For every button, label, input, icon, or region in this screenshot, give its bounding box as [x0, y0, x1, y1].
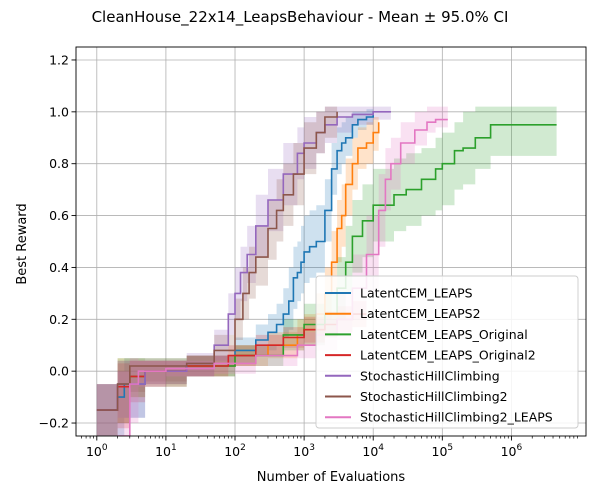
x-tick-base: 10	[432, 444, 448, 459]
x-tick-base: 10	[86, 444, 102, 459]
y-tick-label: 1.0	[49, 104, 69, 119]
x-tick-base: 10	[293, 444, 309, 459]
legend: LatentCEM_LEAPS LatentCEM_LEAPS2 LatentCEM…	[315, 275, 579, 429]
x-tick-label: 100	[86, 443, 108, 459]
x-tick-exponent: 2	[240, 443, 246, 453]
series-line-latentcem-leaps-original	[117, 124, 557, 385]
y-tick-label: −0.2	[39, 416, 69, 431]
y-axis-label: Best Reward	[15, 203, 30, 284]
x-tick-label: 102	[224, 443, 246, 459]
legend-label: LatentCEM_LEAPS	[360, 286, 473, 301]
x-tick-label: 104	[362, 443, 384, 459]
x-tick-base: 10	[224, 444, 240, 459]
series-line-stochastichillclimbing2	[96, 111, 338, 411]
plot-frame	[75, 46, 587, 437]
x-tick-exponent: 0	[102, 443, 108, 453]
ci-band-stochastichillclimbing2	[96, 106, 338, 436]
y-tick-label: 1.2	[49, 52, 69, 67]
y-tick-label: 0.6	[49, 208, 69, 223]
ci-band-stochastichillclimbing	[96, 106, 391, 436]
ci-band-latentcem-leaps-original	[117, 106, 557, 423]
legend-box	[315, 275, 579, 429]
x-axis-label: Number of Evaluations	[257, 470, 406, 485]
x-tick-base: 10	[501, 444, 517, 459]
x-tick-exponent: 5	[447, 443, 453, 453]
x-tick-base: 10	[155, 444, 171, 459]
x-tick-exponent: 3	[309, 443, 315, 453]
x-tick-label: 106	[501, 443, 523, 459]
x-tick-exponent: 6	[517, 443, 523, 453]
legend-label: StochasticHillClimbing	[360, 368, 500, 383]
y-tick-label: 0.0	[49, 364, 69, 379]
y-tick-label: 0.8	[49, 156, 69, 171]
chart-title: CleanHouse_22x14_LeapsBehaviour - Mean ±…	[92, 8, 509, 27]
x-axis-ticks: 100 101 102 103 104 105 106	[81, 436, 578, 459]
legend-label: LatentCEM_LEAPS2	[360, 306, 481, 321]
y-tick-label: 0.2	[49, 312, 69, 327]
y-axis-ticks: −0.2 0.0 0.2 0.4 0.6 0.8 1.0 1.2	[39, 52, 76, 431]
x-tick-base: 10	[362, 444, 378, 459]
legend-label: LatentCEM_LEAPS_Original2	[360, 348, 536, 363]
y-tick-label: 0.4	[49, 260, 69, 275]
legend-label: StochasticHillClimbing2_LEAPS	[360, 410, 553, 425]
x-tick-label: 103	[293, 443, 315, 459]
legend-label: StochasticHillClimbing2	[360, 389, 508, 404]
grid-lines	[76, 47, 586, 436]
x-tick-exponent: 4	[378, 443, 384, 453]
plot-area: 100 101 102 103 104 105 106−0.20.00.20.40.60.8…	[39, 46, 587, 459]
x-tick-label: 105	[432, 443, 454, 459]
x-tick-exponent: 1	[171, 443, 177, 453]
legend-label: LatentCEM_LEAPS_Original	[360, 327, 528, 342]
x-tick-label: 101	[155, 443, 177, 459]
